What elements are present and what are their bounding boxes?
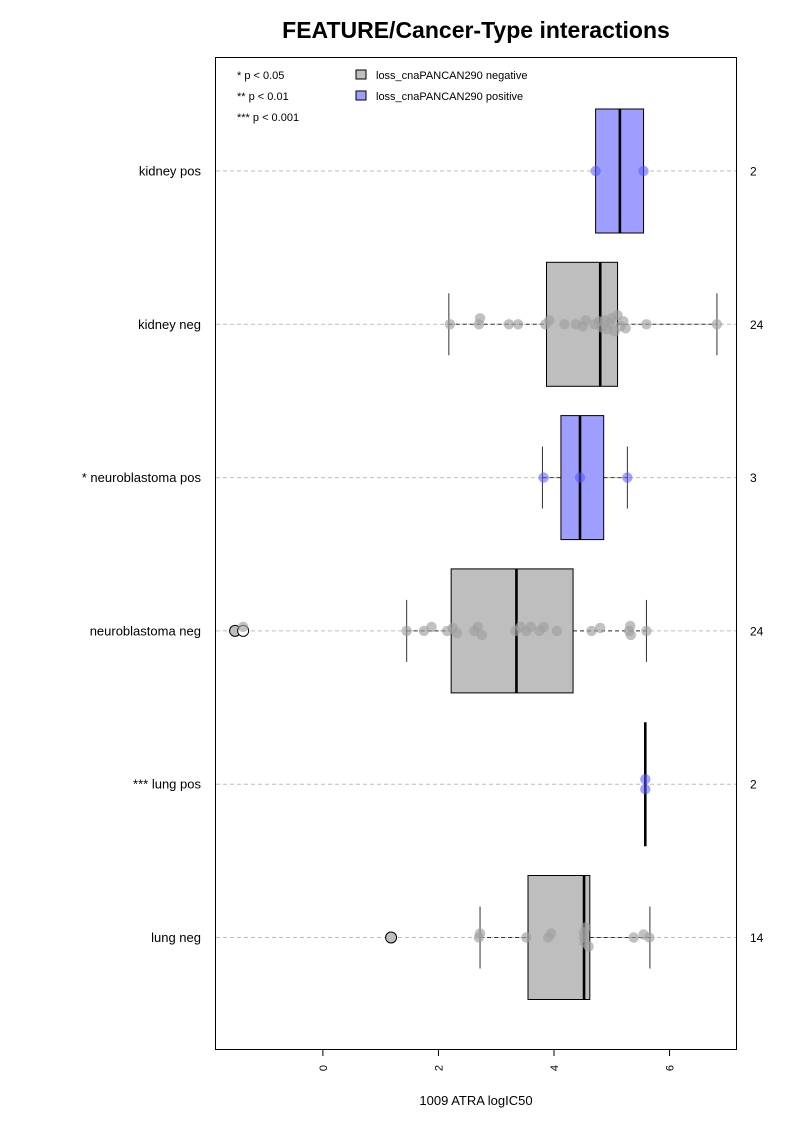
data-point: [545, 928, 557, 939]
data-point: [644, 932, 655, 943]
data-point: [625, 629, 637, 641]
data-point: [641, 625, 652, 637]
plot-frame: [215, 57, 737, 1050]
legend-entry: loss_cnaPANCAN290 positive: [376, 91, 523, 103]
data-point: [640, 774, 651, 785]
significance-legend-entry: ** p < 0.01: [237, 91, 289, 103]
data-point: [640, 784, 651, 795]
data-point: [538, 621, 549, 633]
legend: * p < 0.05 ** p < 0.01 *** p < 0.001 loss_c…: [237, 69, 527, 124]
data-points: [229, 165, 723, 952]
count-label: 14: [750, 931, 764, 945]
data-point: [503, 319, 515, 330]
data-point: [638, 165, 649, 177]
outlier-point: [385, 931, 398, 944]
gridlines: [216, 170, 736, 938]
count-label: 2: [750, 778, 757, 792]
count-label: 24: [750, 318, 764, 332]
category-label: kidney pos: [139, 164, 202, 179]
data-point: [444, 319, 456, 330]
data-point: [472, 621, 483, 633]
boxes: [406, 108, 718, 1000]
data-point: [628, 932, 639, 943]
legend-swatch: [355, 90, 367, 101]
data-point: [580, 922, 591, 933]
data-point: [586, 625, 597, 637]
category-label: lung neg: [151, 930, 201, 945]
data-point: [574, 472, 586, 483]
data-point: [551, 625, 563, 637]
x-tick-label: 0: [318, 1065, 330, 1071]
x-tick-label: 2: [433, 1065, 445, 1071]
count-labels: 2 24 3 24 2 14: [750, 165, 764, 946]
legend-swatch: [355, 69, 367, 80]
count-label: 24: [750, 624, 764, 638]
data-point: [580, 315, 591, 326]
data-point: [538, 472, 549, 483]
significance-legend-entry: * p < 0.05: [237, 70, 284, 82]
data-point: [583, 941, 594, 952]
x-tick-label: 6: [665, 1065, 677, 1071]
category-label: neuroblastoma neg: [90, 623, 201, 638]
data-point: [595, 622, 606, 634]
count-label: 3: [750, 471, 757, 485]
chart-title: FEATURE/Cancer-Type interactions: [282, 17, 670, 43]
count-label: 2: [750, 165, 757, 179]
data-point: [525, 621, 537, 633]
data-point: [521, 932, 532, 943]
significance-legend-entry: *** p < 0.001: [237, 112, 299, 124]
data-point: [474, 928, 486, 939]
data-point: [474, 313, 486, 324]
data-point: [401, 625, 412, 637]
x-axis-title: 1009 ATRA logIC50: [419, 1093, 532, 1108]
category-label: kidney neg: [138, 317, 201, 332]
data-point: [711, 319, 723, 330]
data-point: [559, 319, 570, 330]
data-point: [641, 319, 652, 330]
data-point: [625, 620, 636, 632]
data-point: [544, 315, 555, 326]
legend-entry: loss_cnaPANCAN290 negative: [376, 70, 527, 82]
data-point: [622, 472, 633, 483]
data-point: [590, 165, 601, 177]
data-point: [237, 621, 249, 633]
x-axis: 0 2 4 6: [318, 1049, 677, 1071]
data-point: [426, 621, 437, 633]
data-point: [451, 627, 463, 639]
data-point: [620, 323, 631, 334]
data-point: [476, 629, 487, 641]
data-point: [512, 319, 524, 330]
x-tick-label: 4: [549, 1065, 561, 1071]
category-label: *** lung pos: [133, 777, 201, 792]
category-label: * neuroblastoma pos: [82, 470, 202, 485]
category-labels: kidney pos kidney neg * neuroblastoma pos n…: [82, 164, 202, 946]
